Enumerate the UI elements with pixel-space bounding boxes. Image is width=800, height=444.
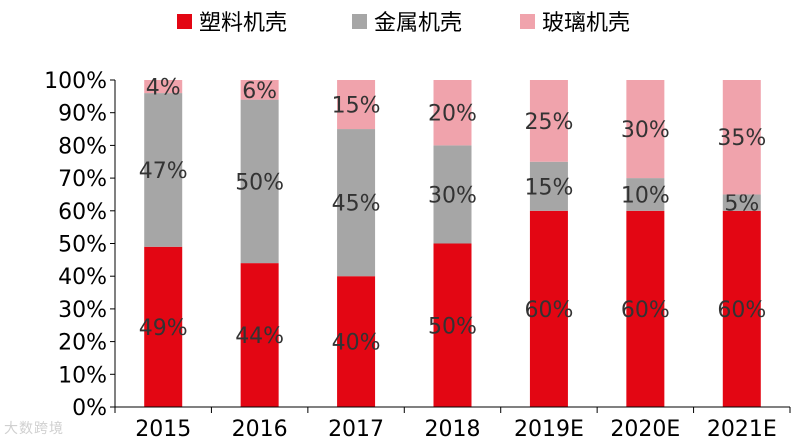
- data-label: 15%: [332, 94, 381, 119]
- legend-label-2: 金属机壳: [374, 11, 462, 36]
- y-tick-label: 50%: [58, 233, 107, 258]
- bar-2021E-series2: [722, 194, 761, 211]
- data-label: 35%: [717, 126, 766, 151]
- bar-2020E-series2: [626, 178, 665, 211]
- x-tick-label: 2015: [135, 417, 191, 442]
- data-label: 40%: [332, 331, 381, 356]
- data-label: 47%: [139, 159, 188, 184]
- bar-2020E-series1: [626, 210, 665, 407]
- y-tick-label: 80%: [58, 134, 107, 159]
- data-label: 44%: [235, 324, 284, 349]
- bar-2016-series1: [240, 263, 279, 407]
- data-label: 10%: [621, 183, 670, 208]
- data-label: 50%: [428, 314, 477, 339]
- x-tick-label: 2021E: [707, 417, 777, 442]
- y-tick-label: 70%: [58, 167, 107, 192]
- data-label: 30%: [621, 118, 670, 143]
- bar-2019E-series3: [529, 80, 568, 162]
- data-label: 4%: [146, 76, 181, 101]
- bars: 49% 47% 4% 44% 50% 6% 40% 45% 15% 50% 30% 20% 60% 15%…: [139, 76, 766, 407]
- data-label: 60%: [717, 298, 766, 323]
- bar-2018-series3: [433, 80, 472, 146]
- bar-2017-series1: [337, 276, 376, 407]
- data-label: 25%: [524, 110, 573, 135]
- data-label: 20%: [428, 102, 477, 127]
- watermark: 大数跨境: [4, 421, 64, 437]
- bar-2015-series1: [144, 246, 183, 407]
- x-tick-label: 2019E: [514, 417, 584, 442]
- data-label: 60%: [621, 298, 670, 323]
- data-label: 15%: [524, 175, 573, 200]
- legend-swatch-2: [352, 14, 367, 29]
- legend-label-3: 玻璃机壳: [542, 11, 630, 36]
- y-tick-label: 10%: [58, 363, 107, 388]
- x-tick-label: 2020E: [610, 417, 680, 442]
- y-tick-label: 30%: [58, 298, 107, 323]
- x-tick-label: 2016: [232, 417, 288, 442]
- y-tick-label: 100%: [44, 69, 107, 94]
- y-axis: 0% 10% 20% 30% 40% 50% 60% 70% 80% 90% 100%: [44, 69, 116, 421]
- legend: 塑料机壳 金属机壳 玻璃机壳: [177, 11, 630, 36]
- data-label: 49%: [139, 316, 188, 341]
- y-tick-label: 20%: [58, 331, 107, 356]
- bar-2021E-series1: [722, 210, 761, 407]
- x-axis: 2015 2016 2017 2018 2019E 2020E 2021E: [114, 406, 791, 442]
- bar-2020E-series3: [626, 80, 665, 179]
- bar-2017-series3: [337, 80, 376, 130]
- legend-swatch-1: [177, 14, 192, 29]
- data-label: 45%: [332, 192, 381, 217]
- bar-2015-series2: [144, 93, 183, 247]
- y-tick-label: 0%: [72, 396, 107, 421]
- data-label: 30%: [428, 183, 477, 208]
- legend-swatch-3: [520, 14, 535, 29]
- y-tick-label: 60%: [58, 200, 107, 225]
- bar-2015-series3: [144, 80, 183, 94]
- y-tick-label: 40%: [58, 265, 107, 290]
- x-tick-label: 2017: [328, 417, 384, 442]
- bar-2018-series1: [433, 243, 472, 407]
- bar-2019E-series1: [529, 210, 568, 407]
- data-label: 60%: [524, 298, 573, 323]
- bar-2021E-series3: [722, 80, 761, 195]
- bar-2018-series2: [433, 145, 472, 244]
- bar-2016-series3: [240, 80, 279, 100]
- data-label: 5%: [724, 192, 759, 217]
- bar-2016-series2: [240, 99, 279, 264]
- data-label: 6%: [242, 79, 277, 104]
- data-label: 50%: [235, 170, 284, 195]
- bar-2017-series2: [337, 129, 376, 277]
- bar-2019E-series2: [529, 161, 568, 211]
- x-tick-label: 2018: [425, 417, 481, 442]
- legend-label-1: 塑料机壳: [199, 11, 287, 36]
- y-tick-label: 90%: [58, 102, 107, 127]
